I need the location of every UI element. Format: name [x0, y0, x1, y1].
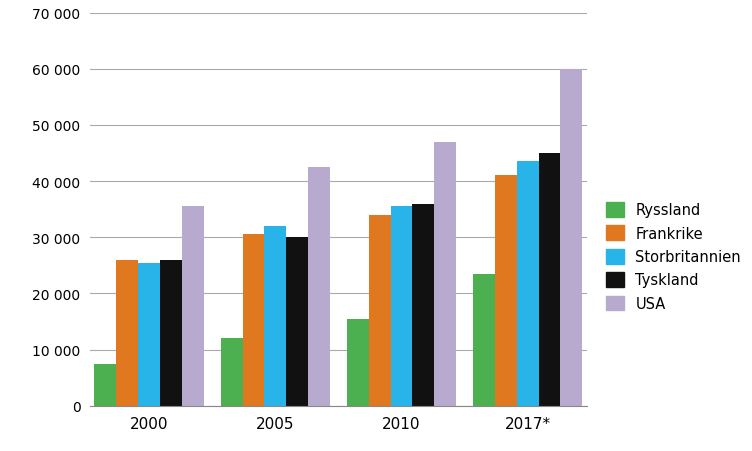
Bar: [435, 143, 456, 406]
Bar: [538, 154, 560, 406]
Bar: [287, 238, 308, 406]
Bar: [412, 204, 435, 406]
Bar: [265, 226, 287, 406]
Bar: [473, 274, 495, 406]
Bar: [220, 339, 242, 406]
Bar: [117, 260, 138, 406]
Bar: [95, 364, 117, 406]
Bar: [308, 168, 330, 406]
Bar: [160, 260, 182, 406]
Bar: [182, 207, 204, 406]
Bar: [138, 263, 160, 406]
Bar: [368, 215, 390, 406]
Bar: [347, 319, 368, 406]
Bar: [242, 235, 265, 406]
Legend: Ryssland, Frankrike, Storbritannien, Tyskland, USA: Ryssland, Frankrike, Storbritannien, Tys…: [599, 195, 748, 318]
Bar: [560, 69, 582, 406]
Bar: [517, 162, 538, 406]
Bar: [495, 176, 517, 406]
Bar: [390, 207, 412, 406]
